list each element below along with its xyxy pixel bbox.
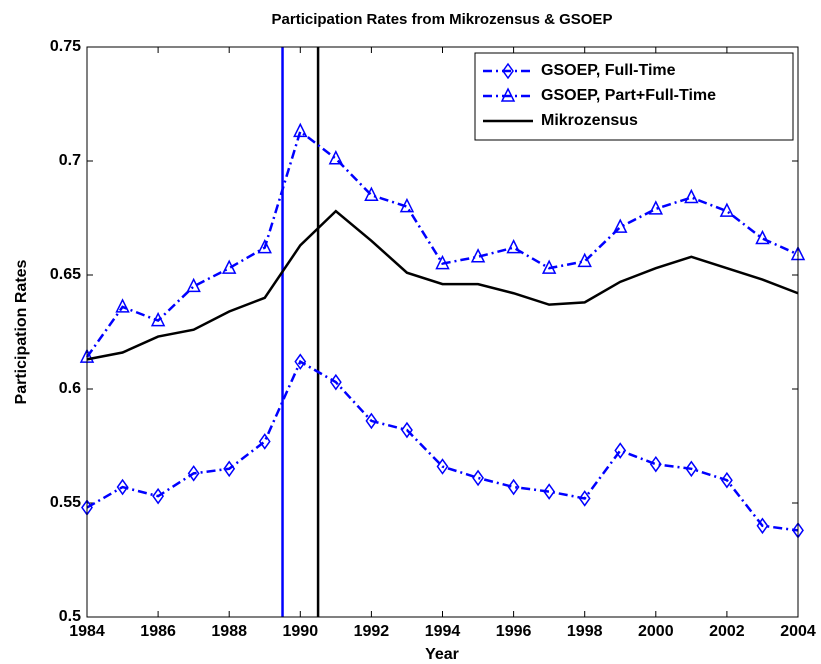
legend: GSOEP, Full-Time GSOEP, Part+Full-Time Mik…	[474, 52, 794, 141]
triangle-marker	[613, 218, 628, 233]
y-tick-label: 0.65	[50, 266, 81, 283]
x-axis-label: Year	[425, 646, 459, 663]
triangle-marker	[755, 229, 770, 245]
triangle-marker	[684, 188, 699, 204]
triangle-marker	[364, 186, 379, 201]
x-tick-label: 1988	[211, 623, 247, 640]
y-tick-label: 0.5	[59, 608, 81, 625]
triangle-marker	[115, 298, 130, 313]
triangle-marker	[150, 311, 166, 327]
series-line	[86, 209, 799, 361]
triangle-marker	[577, 252, 592, 268]
diamond-marker	[543, 483, 556, 500]
y-tick-label: 0.75	[50, 38, 81, 55]
diamond-marker	[152, 487, 165, 505]
legend-marker	[500, 87, 516, 102]
triangle-marker	[470, 248, 486, 263]
diamond-marker	[614, 442, 627, 459]
triangle-marker	[719, 202, 735, 217]
diamond-marker	[472, 469, 484, 487]
triangle-marker	[328, 150, 344, 165]
diamond-marker	[294, 353, 307, 370]
diamond-marker	[329, 373, 342, 391]
diamond-marker	[578, 490, 591, 507]
diamond-marker	[258, 433, 271, 450]
triangle-marker	[257, 238, 272, 254]
x-tick-label: 2002	[709, 623, 745, 640]
diamond-marker	[365, 412, 378, 430]
x-tick-label: 1992	[354, 623, 390, 640]
diamond-marker	[507, 478, 520, 496]
plot-area	[87, 47, 798, 617]
diamond-marker	[223, 460, 236, 478]
x-tick-label: 1990	[283, 623, 319, 640]
x-tick-label: 2000	[638, 623, 674, 640]
series-line	[86, 359, 799, 532]
legend-label: Mikrozensus	[541, 112, 638, 129]
diamond-marker	[116, 478, 129, 496]
triangle-marker	[293, 122, 308, 138]
y-tick-label: 0.55	[50, 494, 81, 511]
triangle-marker	[648, 200, 664, 215]
y-axis-label: Participation Rates	[13, 259, 30, 404]
x-tick-label: 2004	[780, 623, 816, 640]
diamond-marker	[401, 421, 413, 439]
triangle-marker	[435, 254, 450, 270]
legend-label: GSOEP, Part+Full-Time	[541, 87, 716, 104]
triangle-marker	[221, 259, 237, 274]
legend-marker	[502, 62, 514, 80]
diamond-marker	[187, 465, 200, 482]
legend-label: GSOEP, Full-Time	[541, 62, 676, 79]
plot-frame	[86, 46, 799, 618]
triangle-marker	[186, 277, 201, 293]
chart-title: Participation Rates from Mikrozensus & G…	[272, 11, 613, 28]
x-tick-label: 1996	[496, 623, 532, 640]
diamond-marker	[649, 455, 662, 473]
x-tick-label: 1984	[69, 623, 105, 640]
y-tick-label: 0.6	[59, 380, 81, 397]
diamond-marker	[720, 471, 733, 489]
triangle-marker	[541, 259, 557, 274]
x-tick-label: 1998	[567, 623, 603, 640]
diamond-marker	[436, 458, 449, 475]
diamond-marker	[756, 517, 769, 535]
triangle-marker	[506, 238, 521, 254]
diamond-marker	[685, 460, 698, 478]
series-line	[85, 129, 799, 358]
x-tick-label: 1986	[140, 623, 176, 640]
x-tick-label: 1994	[425, 623, 461, 640]
y-tick-label: 0.7	[59, 152, 81, 169]
triangle-marker	[399, 197, 415, 213]
